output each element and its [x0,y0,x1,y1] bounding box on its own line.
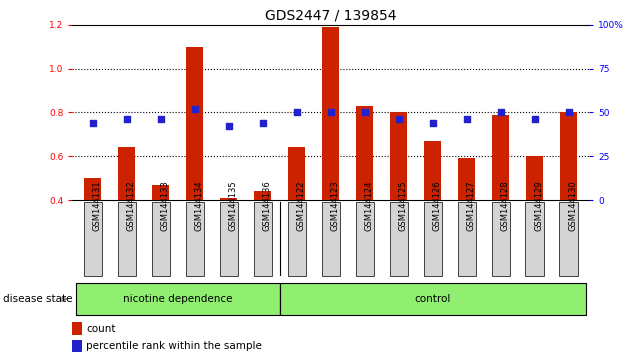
Point [190,106,200,112]
Point [564,110,574,115]
Point [394,116,404,122]
Point [122,116,132,122]
Text: GSM144127: GSM144127 [467,180,476,231]
Bar [390,113,407,200]
FancyBboxPatch shape [220,202,238,276]
Title: GDS2447 / 139854: GDS2447 / 139854 [265,8,396,22]
FancyBboxPatch shape [254,202,272,276]
Text: control: control [415,294,451,304]
Text: GSM144123: GSM144123 [331,180,340,231]
Bar [72,340,82,352]
FancyBboxPatch shape [423,202,442,276]
Text: GSM144128: GSM144128 [501,180,510,231]
Bar [424,141,441,200]
Point [88,120,98,126]
FancyBboxPatch shape [287,202,306,276]
Point [292,110,302,115]
Bar [560,113,577,200]
FancyBboxPatch shape [355,202,374,276]
Text: GSM144131: GSM144131 [93,180,102,231]
Point [258,120,268,126]
Bar [220,198,238,200]
Bar [356,106,373,200]
Text: GSM144136: GSM144136 [263,180,272,231]
FancyBboxPatch shape [186,202,204,276]
Bar [84,178,101,200]
Text: GSM144132: GSM144132 [127,180,136,231]
Text: GSM144124: GSM144124 [365,180,374,231]
FancyBboxPatch shape [559,202,578,276]
Text: nicotine dependence: nicotine dependence [123,294,232,304]
Bar [255,191,272,200]
Bar [323,27,339,200]
Point [360,110,370,115]
FancyBboxPatch shape [491,202,510,276]
Point [530,116,540,122]
Text: GSM144129: GSM144129 [535,180,544,231]
Text: GSM144122: GSM144122 [297,180,306,231]
Text: GSM144130: GSM144130 [569,180,578,231]
Bar [118,147,135,200]
Point [496,110,506,115]
Bar [458,158,475,200]
Text: count: count [86,324,116,333]
Bar [186,47,203,200]
Bar [152,185,169,200]
Text: GSM144126: GSM144126 [433,180,442,231]
Point [462,116,472,122]
Text: percentile rank within the sample: percentile rank within the sample [86,341,262,351]
Text: GSM144125: GSM144125 [399,180,408,231]
FancyBboxPatch shape [76,283,280,315]
Point [326,110,336,115]
Bar [492,115,509,200]
Text: disease state: disease state [3,294,72,304]
Bar [72,322,82,335]
FancyBboxPatch shape [118,202,136,276]
FancyBboxPatch shape [389,202,408,276]
FancyBboxPatch shape [525,202,544,276]
Text: GSM144133: GSM144133 [161,180,170,231]
FancyBboxPatch shape [457,202,476,276]
FancyBboxPatch shape [152,202,170,276]
Text: GSM144135: GSM144135 [229,180,238,231]
Point [428,120,438,126]
FancyBboxPatch shape [321,202,340,276]
Point [224,124,234,129]
Point [156,116,166,122]
FancyBboxPatch shape [280,283,586,315]
Bar [289,147,306,200]
Text: GSM144134: GSM144134 [195,180,203,231]
FancyBboxPatch shape [84,202,102,276]
Bar [526,156,543,200]
